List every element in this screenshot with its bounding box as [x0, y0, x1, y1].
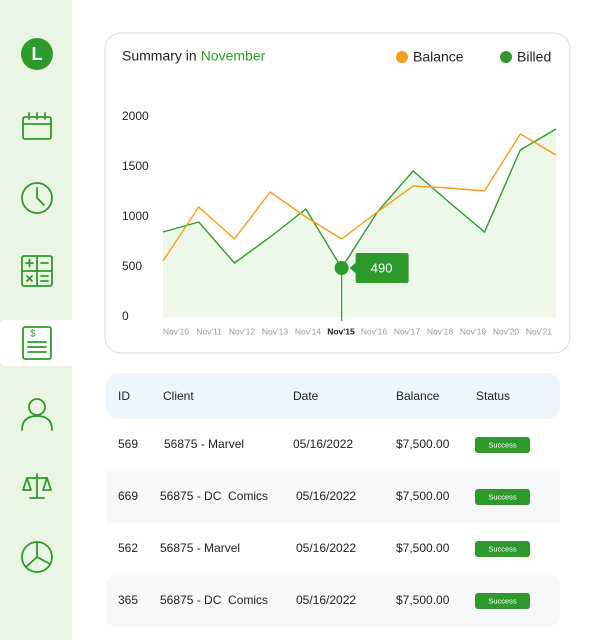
cell: 05/16/2022: [293, 437, 353, 451]
x-tick-label: Nov'13: [262, 326, 288, 336]
legend-label: Billed: [517, 49, 551, 65]
calculator-icon[interactable]: [21, 255, 53, 287]
status-text: Success: [488, 544, 517, 553]
column-header: Date: [293, 389, 319, 403]
x-tick-label: Nov'11: [196, 326, 222, 336]
y-tick-label: 0: [122, 309, 129, 323]
cell: 56875 - Marvel: [164, 437, 244, 451]
cell: 56875 - DC Comics: [160, 489, 268, 503]
marker-point: [334, 261, 349, 275]
clock-icon[interactable]: [21, 182, 53, 214]
status-text: Success: [488, 440, 517, 449]
y-tick-label: 1000: [122, 209, 149, 223]
status-badge: [475, 489, 530, 505]
cell: $7,500.00: [396, 541, 450, 555]
x-tick-label: Nov'17: [394, 326, 420, 336]
row-bg: [106, 575, 560, 627]
x-tick-label: Nov'20: [493, 326, 519, 336]
y-tick-label: 500: [122, 259, 142, 273]
x-tick-label: Nov'21: [526, 326, 552, 336]
pie-icon[interactable]: [21, 541, 53, 573]
x-tick-label: Nov'18: [427, 326, 453, 336]
cell: 569: [118, 437, 138, 451]
status-badge: [475, 437, 530, 453]
x-tick-label: Nov'16: [361, 326, 387, 336]
y-tick-label: 2000: [122, 109, 149, 123]
cell: $7,500.00: [396, 489, 450, 503]
legend-swatch: [396, 51, 408, 63]
chart-title: Summary in: [122, 48, 197, 64]
tooltip: [355, 253, 409, 283]
chart-title-highlight: November: [201, 48, 266, 64]
cell: 669: [118, 489, 138, 503]
column-header: Client: [163, 389, 194, 403]
cell: 05/16/2022: [296, 489, 356, 503]
status-badge: [475, 541, 530, 557]
legend-swatch: [500, 51, 512, 63]
tooltip-arrow: [349, 262, 357, 274]
cell: $7,500.00: [396, 593, 450, 607]
cell: 05/16/2022: [296, 541, 356, 555]
user-icon[interactable]: [21, 398, 53, 431]
table-header: [106, 373, 560, 419]
x-tick-label: Nov'10: [163, 326, 189, 336]
svg-text:$: $: [30, 329, 36, 340]
line: [162, 128, 557, 270]
cell: 05/16/2022: [296, 593, 356, 607]
cell: 56875 - DC Comics: [160, 593, 268, 607]
cell: $7,500.00: [396, 437, 450, 451]
active-nav[interactable]: [0, 320, 72, 366]
status-text: Success: [488, 492, 517, 501]
column-header: Status: [476, 389, 510, 403]
status-text: Success: [488, 596, 517, 605]
line: [162, 133, 557, 262]
x-tick-label: Nov'19: [460, 326, 486, 336]
status-badge: [475, 593, 530, 609]
cell: 562: [118, 541, 138, 555]
cell: 365: [118, 593, 138, 607]
column-header: Balance: [396, 389, 440, 403]
cell: 56875 - Marvel: [160, 541, 240, 555]
area: [163, 129, 556, 317]
tooltip-value: 490: [371, 260, 393, 275]
logo-text: L: [32, 44, 43, 64]
logo[interactable]: [21, 38, 53, 70]
x-tick-label: Nov'12: [229, 326, 255, 336]
legend-label: Balance: [413, 49, 464, 65]
scales-icon[interactable]: [22, 473, 52, 499]
calendar-icon[interactable]: [22, 112, 52, 140]
x-tick-label: Nov'14: [295, 326, 321, 336]
column-header: ID: [118, 389, 130, 403]
invoice-icon: $: [22, 326, 52, 360]
x-tick-label: Nov'15: [327, 326, 355, 336]
y-tick-label: 1500: [122, 159, 149, 173]
